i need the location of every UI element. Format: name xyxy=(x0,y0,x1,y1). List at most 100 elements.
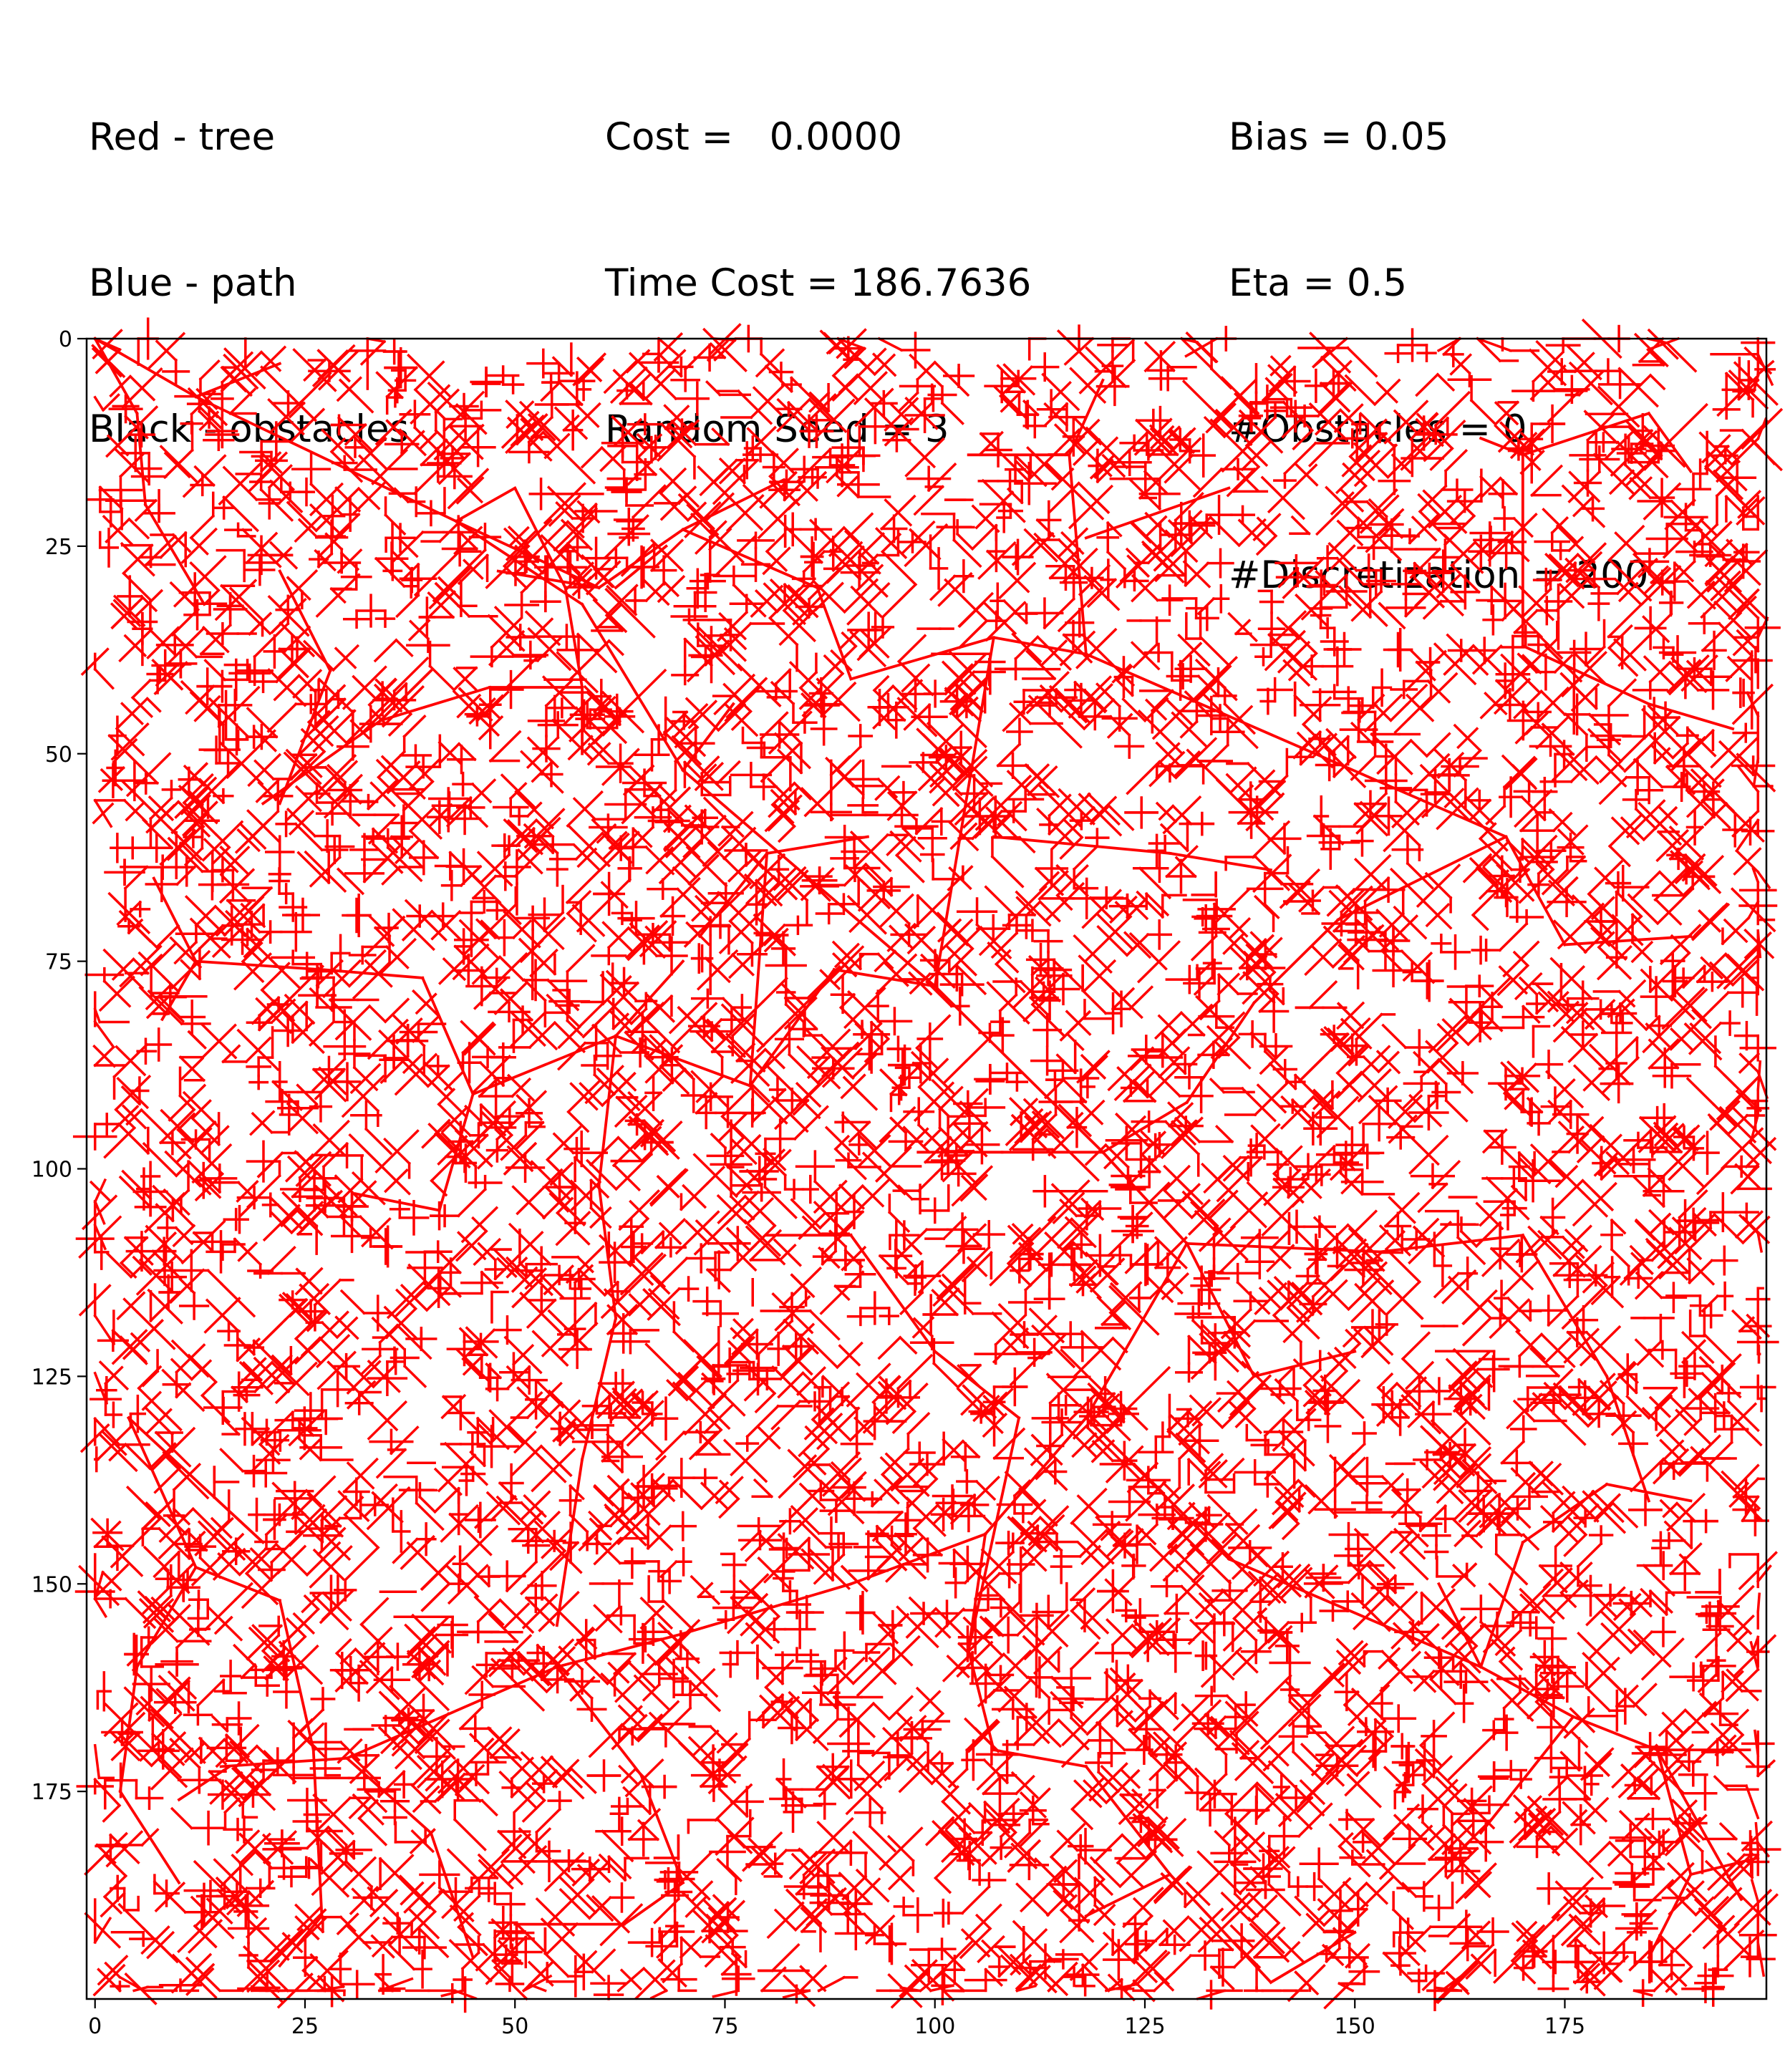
tree-edge xyxy=(92,1963,126,1997)
tree-edge xyxy=(362,915,406,958)
tree-edge xyxy=(416,1754,451,1789)
tree-edge xyxy=(334,486,362,513)
tree-edge xyxy=(301,715,339,752)
tree-edge xyxy=(389,1425,420,1456)
tree-edge xyxy=(334,1174,367,1207)
tree-edge xyxy=(170,794,212,835)
tree-edge xyxy=(191,1966,212,1986)
tree-edge xyxy=(453,1818,487,1851)
tree-edge xyxy=(125,800,146,822)
tree-edge xyxy=(182,1090,221,1128)
cost-line: Cost = 0.0000 xyxy=(605,113,1031,162)
tree-edge xyxy=(367,1886,401,1920)
tree-edge xyxy=(352,982,369,1000)
tree-edge xyxy=(569,458,596,485)
tree-edge xyxy=(417,1495,437,1514)
tree-edge xyxy=(223,1796,241,1814)
tree-edge xyxy=(402,1053,424,1075)
tree-edge xyxy=(194,1120,217,1143)
tree-edge xyxy=(219,1448,245,1473)
tree-edge xyxy=(364,1127,393,1156)
tree-edge xyxy=(244,1420,278,1453)
tree-edge xyxy=(92,1044,117,1068)
tree-edge xyxy=(159,531,188,559)
tree-edge xyxy=(291,397,317,422)
tree-edge xyxy=(246,1631,276,1661)
tree-edge xyxy=(571,1858,601,1887)
tree-edge xyxy=(671,1478,704,1511)
tree-edge xyxy=(358,454,403,498)
tree-edge xyxy=(252,1339,286,1373)
tree-edge xyxy=(159,445,198,483)
tree-edge xyxy=(274,1361,318,1405)
tree-edge xyxy=(358,697,399,737)
tree-edge xyxy=(439,549,461,571)
tree-edge xyxy=(543,1851,585,1892)
tree-edge xyxy=(175,1127,213,1164)
tree-edge xyxy=(294,1504,326,1536)
tree-edge xyxy=(421,395,447,421)
tree-edge xyxy=(175,1627,198,1650)
tree-edge xyxy=(229,1762,263,1795)
tree-edge xyxy=(140,953,163,977)
tree-edge xyxy=(249,1547,274,1571)
tree-edge xyxy=(174,776,218,819)
tree-edge xyxy=(381,685,425,728)
tree-edge xyxy=(275,1488,309,1521)
tree-edge xyxy=(279,1615,312,1648)
tree-edge xyxy=(93,1314,116,1346)
tree-edge xyxy=(194,1516,234,1557)
tree-edge xyxy=(633,1674,670,1710)
tree-edge xyxy=(546,993,581,1029)
tree-edge xyxy=(189,514,216,540)
tree-edge xyxy=(453,667,478,692)
tree-edge xyxy=(168,1604,191,1627)
tree-edge xyxy=(198,1736,228,1766)
tree-edge xyxy=(498,1481,518,1501)
tree-edge xyxy=(161,974,180,994)
tree-edge xyxy=(198,359,221,381)
tree-edge xyxy=(398,428,427,457)
tree-edge xyxy=(207,1606,243,1642)
tree-edge xyxy=(282,1635,307,1660)
tree-edge xyxy=(190,1359,213,1381)
tree-edge xyxy=(89,1180,111,1202)
tree-edge xyxy=(765,532,787,553)
tree-edge xyxy=(444,1563,461,1580)
tree-edge xyxy=(219,846,251,876)
tree-edge xyxy=(97,1432,138,1473)
tree-edge xyxy=(266,1246,296,1275)
tree-edge xyxy=(221,1044,241,1064)
tree-edge xyxy=(408,829,440,860)
tree-edge xyxy=(223,347,266,390)
tree-edge xyxy=(359,339,387,366)
tree-edge xyxy=(402,715,427,739)
tree-edge xyxy=(374,1129,420,1174)
tree-edge xyxy=(160,1108,195,1144)
tree-edge xyxy=(778,1475,802,1499)
tree-edge xyxy=(753,1478,774,1499)
tree-edge xyxy=(274,647,311,684)
tree-edge xyxy=(278,1640,324,1685)
tree-edge xyxy=(666,1706,692,1733)
tree-edge xyxy=(369,781,397,808)
tree-edge xyxy=(222,495,260,533)
tree-edge xyxy=(176,1112,196,1132)
tree-edge xyxy=(456,1187,488,1218)
tree-edge xyxy=(93,667,115,690)
tree-edge xyxy=(98,1360,130,1391)
tree-edge xyxy=(177,1922,208,1954)
tree-edge xyxy=(143,1191,186,1234)
tree-edge xyxy=(312,1793,355,1836)
tree-edge xyxy=(78,1284,112,1317)
tree-edge xyxy=(459,864,483,888)
tree-edge xyxy=(336,1912,359,1936)
tree-edge xyxy=(318,1066,347,1095)
tree-edge xyxy=(314,548,337,572)
tree-edge xyxy=(519,1501,544,1525)
tree-edge xyxy=(392,656,430,693)
tree-edge xyxy=(233,1582,253,1602)
tree-edge xyxy=(209,1771,243,1805)
tree-edge xyxy=(161,1368,205,1413)
